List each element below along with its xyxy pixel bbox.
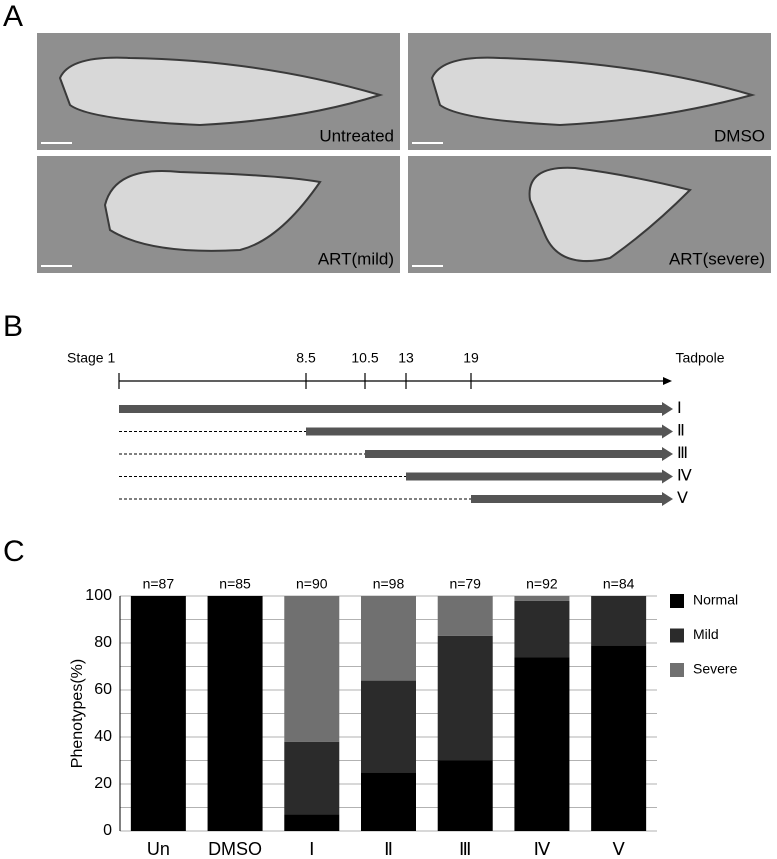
x-tick-label: Ⅱ bbox=[384, 839, 393, 859]
stage-label: 8.5 bbox=[296, 350, 316, 366]
y-tick-label: 80 bbox=[94, 634, 112, 651]
y-tick-label: 100 bbox=[85, 587, 112, 604]
specimen bbox=[58, 56, 384, 127]
treatment-label: Ⅳ bbox=[677, 468, 692, 485]
bar-segment bbox=[514, 657, 570, 831]
count-label: n=98 bbox=[373, 576, 405, 592]
bar-segment bbox=[207, 596, 263, 831]
stage-label: 19 bbox=[463, 350, 479, 366]
legend-swatch bbox=[670, 594, 684, 608]
bar-segment bbox=[437, 635, 493, 761]
y-tick-label: 60 bbox=[94, 681, 112, 698]
legend-label: Normal bbox=[693, 592, 738, 608]
bar-segment bbox=[591, 645, 647, 831]
y-axis-label: Phenotypes(%) bbox=[69, 659, 86, 768]
treatment-span bbox=[365, 450, 663, 458]
treatment-arrow bbox=[662, 469, 673, 484]
bar-segment bbox=[361, 680, 416, 773]
image-label: ART(mild) bbox=[318, 249, 394, 268]
treatment-label: Ⅴ bbox=[677, 490, 688, 507]
specimen bbox=[528, 166, 692, 262]
treatment-span bbox=[306, 427, 663, 436]
count-label: n=87 bbox=[143, 576, 175, 592]
specimen bbox=[103, 170, 322, 252]
x-tick-label: Ⅳ bbox=[534, 839, 551, 859]
bar-segment bbox=[284, 596, 340, 742]
panel-label: A bbox=[3, 0, 23, 33]
stage-end-label: Tadpole bbox=[675, 350, 724, 366]
bar-segment bbox=[437, 760, 493, 831]
y-tick-label: 0 bbox=[103, 822, 112, 839]
image-label: ART(severe) bbox=[669, 249, 765, 268]
x-tick-label: Ⅴ bbox=[612, 839, 625, 859]
legend-label: Severe bbox=[693, 661, 738, 677]
image-label: DMSO bbox=[714, 126, 765, 145]
treatment-arrow bbox=[662, 492, 673, 506]
count-label: n=85 bbox=[219, 576, 251, 592]
count-label: n=79 bbox=[449, 576, 481, 592]
legend-label: Mild bbox=[693, 626, 719, 642]
treatment-arrow bbox=[662, 402, 673, 416]
bar-segment bbox=[514, 600, 570, 658]
legend-swatch bbox=[670, 628, 684, 643]
count-label: n=90 bbox=[296, 576, 328, 592]
stage-label: 10.5 bbox=[351, 350, 378, 366]
count-label: n=92 bbox=[526, 576, 558, 592]
treatment-label: Ⅱ bbox=[677, 423, 685, 440]
timeline: Stage 1 8.5 10.5 13 19 Tadpole Ⅰ Ⅱ Ⅲ Ⅳ Ⅴ bbox=[67, 350, 725, 508]
x-tick-label: Ⅲ bbox=[459, 839, 471, 859]
image-grid: Untreated DMSO ART(mild) ART(severe) bbox=[37, 33, 771, 273]
treatment-label: Ⅲ bbox=[677, 445, 688, 462]
bar-segment bbox=[361, 772, 416, 831]
y-tick-label: 20 bbox=[94, 775, 112, 792]
treatment-arrow bbox=[662, 447, 673, 461]
x-tick-label: DMSO bbox=[208, 839, 262, 859]
treatment-span bbox=[406, 472, 663, 481]
treatment-span bbox=[119, 405, 663, 413]
count-label: n=84 bbox=[603, 576, 635, 592]
stage-label: Stage 1 bbox=[67, 350, 115, 366]
stage-label: 13 bbox=[398, 350, 414, 366]
bar-segment bbox=[284, 741, 340, 815]
bar-segment bbox=[361, 596, 416, 681]
treatment-arrow bbox=[662, 424, 673, 439]
image-label: Untreated bbox=[319, 126, 394, 145]
y-tick-label: 40 bbox=[94, 728, 112, 745]
treatment-span bbox=[471, 495, 663, 503]
treatment-label: Ⅰ bbox=[677, 400, 682, 417]
arrow-head bbox=[663, 377, 672, 385]
legend-swatch bbox=[670, 663, 684, 677]
panel-label: B bbox=[3, 310, 23, 343]
bar-segment bbox=[437, 596, 493, 636]
panel-label: C bbox=[3, 535, 25, 568]
chart: 0 20 40 60 80 100 Phenotypes(%) n=87 Un n=85 DMSO n… bbox=[69, 576, 738, 859]
bar-segment bbox=[130, 596, 186, 831]
bar-segment bbox=[514, 596, 570, 601]
x-tick-label: Ⅰ bbox=[309, 839, 314, 859]
specimen bbox=[430, 56, 756, 127]
bar-segment bbox=[591, 596, 647, 646]
x-tick-label: Un bbox=[147, 839, 170, 859]
bar-segment bbox=[284, 814, 340, 831]
